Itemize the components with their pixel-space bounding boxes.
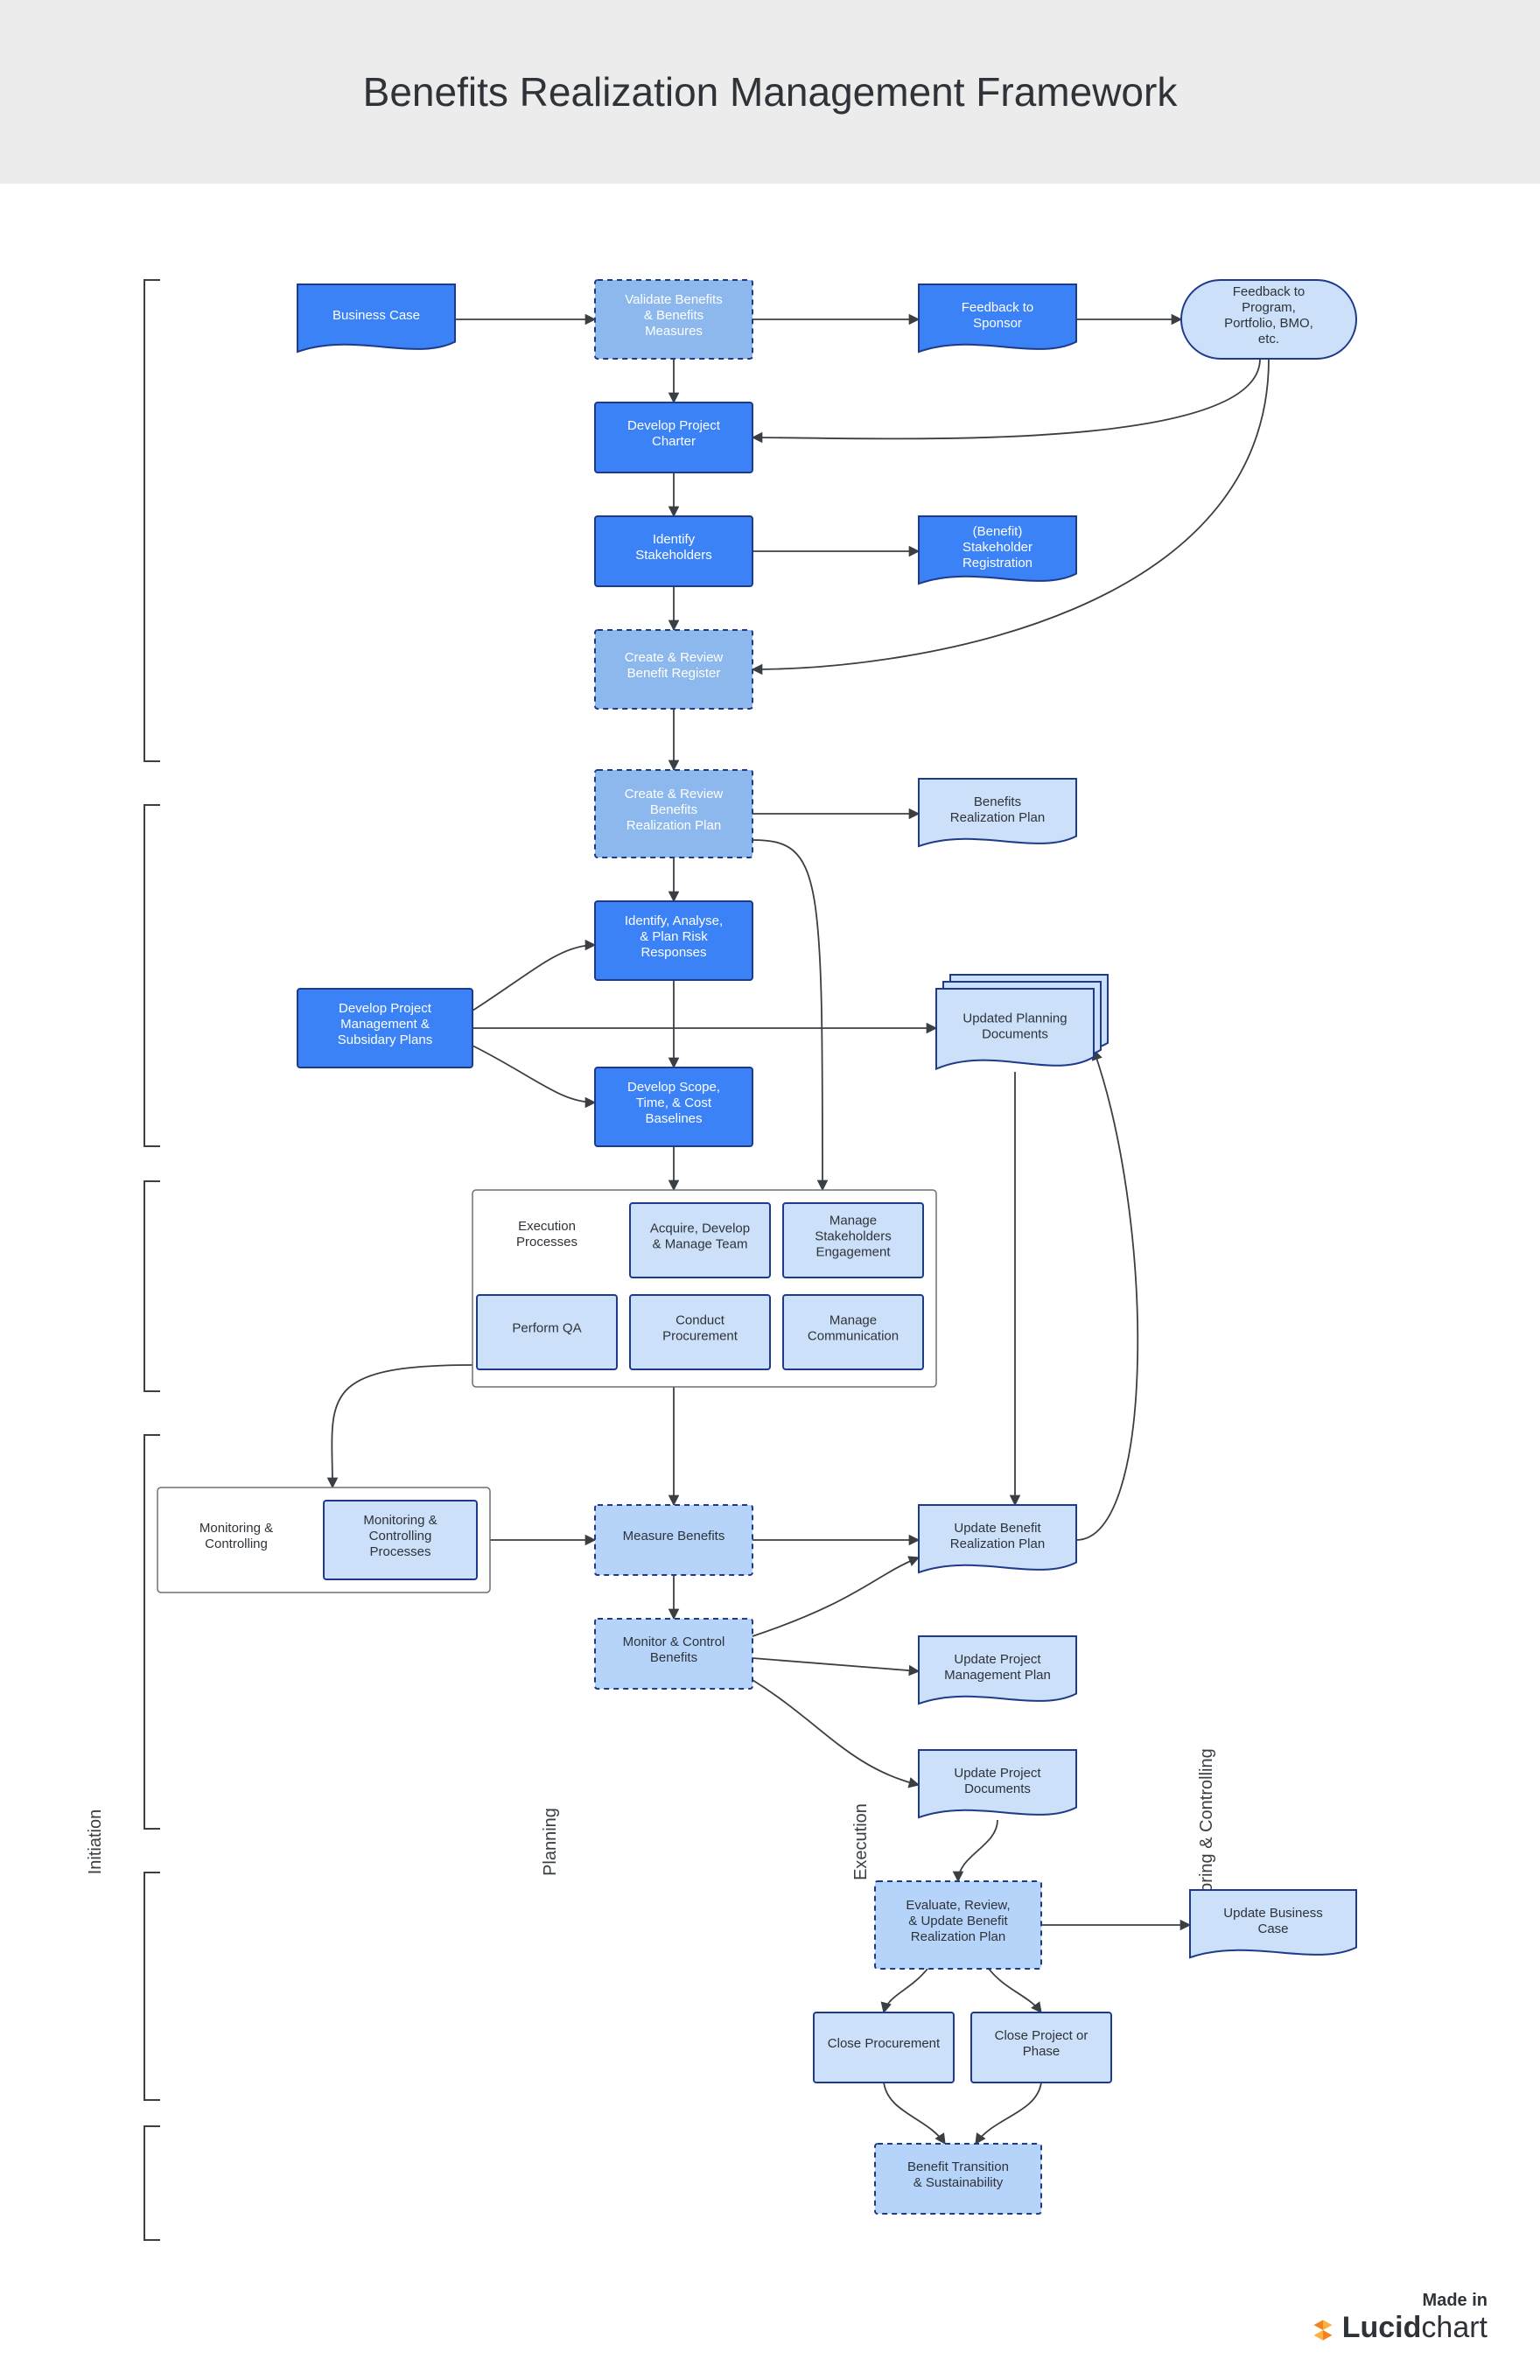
- edge-develop-pmplan-to-identify-risks: [472, 945, 595, 1011]
- svg-text:Create & ReviewBenefit Registe: Create & ReviewBenefit Register: [625, 650, 724, 681]
- edge-close-procurement-to-benefit-transition: [884, 2082, 945, 2144]
- phase-label-execution: Execution: [851, 1803, 871, 1880]
- footer-brand-bold: Lucid: [1342, 2311, 1422, 2344]
- phase-label-planning: Planning: [541, 1808, 560, 1876]
- edge-create-brp-to-exec-group: [752, 840, 822, 1190]
- phase-bracket-initiation: [144, 280, 160, 761]
- svg-text:Monitoring &Controlling: Monitoring &Controlling: [200, 1521, 273, 1551]
- edge-close-project-to-benefit-transition: [976, 2082, 1041, 2144]
- edge-feedback-program-to-develop-charter: [752, 359, 1260, 438]
- edge-feedback-program-to-create-register: [752, 359, 1269, 669]
- svg-text:Measure Benefits: Measure Benefits: [623, 1529, 725, 1544]
- svg-text:Update BenefitRealization Plan: Update BenefitRealization Plan: [950, 1521, 1045, 1551]
- footer: Made in Lucidchart: [1311, 2291, 1488, 2345]
- svg-text:Close Procurement: Close Procurement: [828, 2036, 941, 2051]
- footer-brand-thin: chart: [1421, 2311, 1488, 2344]
- phase-label-initiation: Initiation: [86, 1810, 105, 1875]
- svg-text:Update ProjectManagement Plan: Update ProjectManagement Plan: [944, 1652, 1051, 1683]
- footer-made-in: Made in: [1311, 2291, 1488, 2311]
- edge-update-brp-to-updated-docs: [1076, 1050, 1138, 1540]
- diagram-canvas: InitiationPlanningExecutionMonitoring & …: [0, 0, 1540, 2380]
- phase-bracket-execution: [144, 1181, 160, 1391]
- svg-text:Update ProjectDocuments: Update ProjectDocuments: [954, 1766, 1041, 1796]
- svg-text:Monitoring &ControllingProcess: Monitoring &ControllingProcesses: [363, 1513, 437, 1559]
- phase-bracket-post: [144, 2126, 160, 2240]
- svg-text:Benefit Transition& Sustainabi: Benefit Transition& Sustainability: [907, 2160, 1009, 2190]
- edge-develop-pmplan-to-develop-baselines: [472, 1046, 595, 1102]
- lucid-icon: [1311, 2316, 1335, 2341]
- svg-text:(Benefit)StakeholderRegistrati: (Benefit)StakeholderRegistration: [962, 524, 1032, 570]
- footer-brand: Lucidchart: [1311, 2311, 1488, 2345]
- edge-update-docs-to-evaluate-brp: [958, 1820, 998, 1881]
- edge-monitor-benefits-to-update-pmplan: [752, 1658, 919, 1671]
- edge-monitor-benefits-to-update-docs: [752, 1680, 919, 1785]
- phase-bracket-planning: [144, 805, 160, 1146]
- svg-text:Perform QA: Perform QA: [512, 1321, 581, 1336]
- svg-text:ExecutionProcesses: ExecutionProcesses: [516, 1219, 578, 1250]
- svg-text:Acquire, Develop& Manage Team: Acquire, Develop& Manage Team: [650, 1222, 750, 1252]
- svg-text:Business Case: Business Case: [332, 308, 420, 323]
- edge-evaluate-brp-to-close-project: [989, 1969, 1041, 2012]
- edge-evaluate-brp-to-close-procurement: [884, 1969, 928, 2012]
- svg-text:Develop ProjectManagement &Sub: Develop ProjectManagement &Subsidary Pla…: [338, 1001, 432, 1047]
- phase-bracket-closing: [144, 1872, 160, 2100]
- svg-text:Evaluate, Review,& Update Bene: Evaluate, Review,& Update BenefitRealiza…: [906, 1898, 1010, 1944]
- edge-exec-group-to-mon-group: [332, 1365, 472, 1488]
- edge-monitor-benefits-to-update-brp: [752, 1558, 919, 1636]
